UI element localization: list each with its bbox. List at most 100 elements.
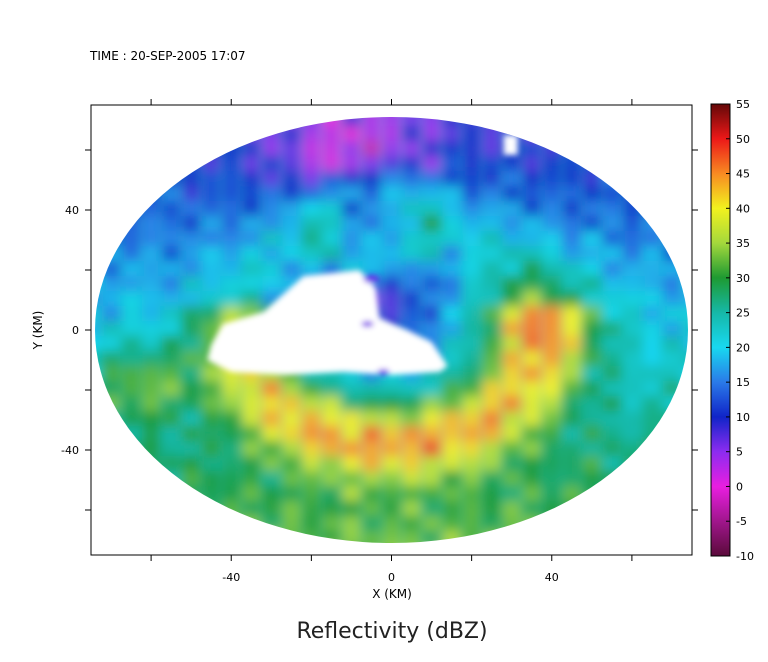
field-cell xyxy=(322,516,341,534)
field-cell xyxy=(202,366,221,384)
field-cell xyxy=(642,156,661,174)
field-cell xyxy=(202,246,221,264)
field-cell xyxy=(202,186,221,204)
field-cell xyxy=(422,156,441,174)
field-cell xyxy=(482,441,501,459)
field-cell xyxy=(422,186,441,204)
field-cell xyxy=(242,141,261,159)
field-cell xyxy=(462,231,481,249)
field-cell xyxy=(102,396,121,414)
field-cell xyxy=(302,471,321,489)
field-cell xyxy=(142,261,161,279)
field-cell xyxy=(122,291,141,309)
field-cell xyxy=(262,216,281,234)
field-cell xyxy=(582,291,601,309)
field-cell xyxy=(522,156,541,174)
field-cell xyxy=(142,426,161,444)
field-cell xyxy=(542,171,561,189)
field-cell xyxy=(622,426,641,444)
field-cell xyxy=(382,126,401,144)
field-cell xyxy=(382,291,401,309)
field-cell xyxy=(382,456,401,474)
field-cell xyxy=(542,426,561,444)
field-cell xyxy=(542,486,561,504)
field-cell xyxy=(462,486,481,504)
field-cell xyxy=(482,291,501,309)
field-cell xyxy=(222,156,241,174)
field-cell xyxy=(482,201,501,219)
field-cell xyxy=(662,501,681,519)
colorbar-tick-label: 30 xyxy=(736,272,750,285)
field-cell xyxy=(522,117,541,129)
field-cell xyxy=(662,516,681,534)
field-cell xyxy=(522,336,541,354)
field-cell xyxy=(642,336,661,354)
field-cell xyxy=(182,456,201,474)
field-cell xyxy=(122,501,141,519)
field-cell xyxy=(182,246,201,264)
field-cell xyxy=(482,351,501,369)
field-cell xyxy=(582,246,601,264)
field-cell xyxy=(582,141,601,159)
no-echo-region xyxy=(207,270,448,375)
field-cell xyxy=(202,531,221,543)
field-cell xyxy=(182,396,201,414)
field-cell xyxy=(362,186,381,204)
field-cell xyxy=(602,246,621,264)
field-cell xyxy=(462,156,481,174)
field-cell xyxy=(142,456,161,474)
y-tick-label: -40 xyxy=(61,444,79,457)
field-cell xyxy=(322,186,341,204)
field-cell xyxy=(502,291,521,309)
field-cell xyxy=(142,321,161,339)
field-cell xyxy=(422,246,441,264)
field-cell xyxy=(302,531,321,543)
field-cell xyxy=(262,171,281,189)
colorbar-tick-label: 15 xyxy=(736,376,750,389)
field-cell xyxy=(482,381,501,399)
field-cell xyxy=(522,411,541,429)
field-cell xyxy=(142,231,161,249)
field-cell xyxy=(122,156,141,174)
field-cell xyxy=(242,471,261,489)
field-cell xyxy=(282,426,301,444)
field-cell xyxy=(342,456,361,474)
field-cell xyxy=(462,516,481,534)
field-cell xyxy=(542,516,561,534)
field-cell xyxy=(342,501,361,519)
field-cell xyxy=(442,516,461,534)
field-cell xyxy=(162,396,181,414)
field-cell xyxy=(562,186,581,204)
field-cell xyxy=(142,156,161,174)
field-cell xyxy=(95,321,100,339)
field-cell xyxy=(382,201,401,219)
field-cell xyxy=(602,201,621,219)
field-cell xyxy=(462,336,481,354)
field-cell xyxy=(302,411,321,429)
field-cell xyxy=(122,381,141,399)
field-cell xyxy=(542,126,561,144)
field-cell xyxy=(522,471,541,489)
field-cell xyxy=(602,141,621,159)
field-cell xyxy=(202,456,221,474)
field-cell xyxy=(642,396,661,414)
x-axis-title: X (KM) xyxy=(372,587,412,601)
field-cell xyxy=(282,216,301,234)
field-cell xyxy=(482,156,501,174)
field-cell xyxy=(382,171,401,189)
field-cell xyxy=(462,456,481,474)
field-cell xyxy=(622,306,641,324)
field-cell xyxy=(122,321,141,339)
field-cell xyxy=(162,441,181,459)
field-cell xyxy=(162,246,181,264)
field-cell xyxy=(242,381,261,399)
field-cell xyxy=(582,351,601,369)
field-cell xyxy=(362,441,381,459)
field-cell xyxy=(502,156,521,174)
field-cell xyxy=(462,441,481,459)
field-cell xyxy=(282,261,301,279)
field-cell xyxy=(562,441,581,459)
field-cell xyxy=(202,261,221,279)
field-cell xyxy=(262,246,281,264)
field-cell xyxy=(262,276,281,294)
